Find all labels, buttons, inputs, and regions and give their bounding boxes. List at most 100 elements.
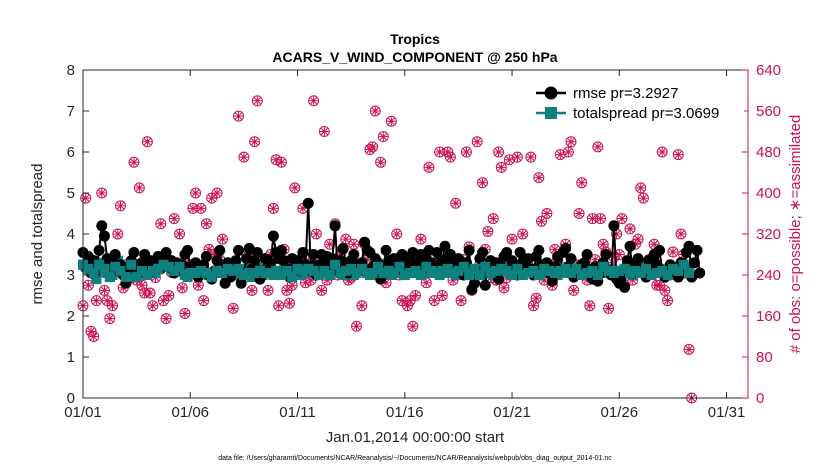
obs-count-marker [506, 233, 518, 245]
obs-count-marker [251, 95, 263, 107]
obs-count-marker [592, 141, 604, 153]
obs-count-marker [147, 300, 159, 312]
obs-count-marker [233, 110, 245, 122]
obs-count-marker [667, 246, 679, 258]
totalspread-point-overlay [458, 261, 469, 272]
rmse-point [182, 244, 194, 256]
obs-count-marker [267, 202, 279, 214]
rmse-point [98, 230, 110, 242]
totalspread-point-overlay [549, 267, 560, 278]
obs-count-marker [133, 182, 145, 194]
right-y-tick-label: 80 [756, 349, 773, 366]
rmse-point [337, 242, 349, 254]
rmse-point [581, 249, 593, 260]
totalspread-point-overlay [297, 265, 308, 276]
obs-count-marker [316, 284, 328, 296]
rmse-point [348, 249, 360, 260]
obs-count-marker [155, 218, 167, 230]
x-axis-label: Jan.01,2014 00:00:00 start [326, 429, 505, 446]
obs-count-marker [190, 187, 202, 199]
obs-count-marker [351, 320, 363, 332]
obs-count-marker [511, 151, 523, 163]
obs-count-marker [310, 228, 322, 240]
legend-spread-label: totalspread pr=3.0699 [573, 105, 719, 122]
obs-count-marker [198, 295, 210, 307]
totalspread-point-overlay [662, 270, 673, 280]
rmse-point [632, 253, 644, 265]
totalspread-point-overlay [249, 267, 260, 278]
footnote: data file: /Users/gharamti/Documents/NCA… [218, 455, 612, 462]
right-y-tick-label: 560 [756, 103, 781, 120]
obs-count-marker [517, 228, 529, 240]
obs-count-marker [211, 187, 223, 199]
obs-count-marker [603, 302, 615, 314]
obs-count-marker [106, 300, 118, 312]
left-y-axis-label: rmse and totalspread [29, 164, 46, 305]
rmse-point [691, 244, 703, 256]
x-tick-label: 01/16 [386, 404, 424, 421]
obs-count-marker [573, 208, 585, 219]
totalspread-point-overlay [265, 267, 276, 278]
totalspread-point-overlay [287, 272, 298, 283]
obs-count-marker [356, 300, 368, 312]
rmse-point [533, 244, 545, 256]
obs-count-marker [195, 202, 207, 214]
totalspread-point-overlay [372, 261, 383, 272]
obs-count-marker [391, 228, 403, 240]
obs-count-marker [176, 282, 188, 294]
obs-count-marker [450, 197, 462, 209]
obs-count-marker [200, 218, 212, 230]
totalspread-point-overlay [657, 265, 668, 276]
obs-count-marker [536, 215, 548, 227]
obs-count-marker [96, 187, 108, 199]
obs-count-marker [616, 213, 628, 225]
obs-count-marker [541, 208, 553, 219]
obs-count-marker [104, 313, 116, 325]
obs-count-marker [659, 284, 671, 296]
rmse-point [694, 267, 706, 279]
totalspread-point-overlay [485, 267, 496, 278]
totalspread-point-overlay [421, 261, 432, 272]
totalspread-point-overlay [646, 270, 657, 280]
rmse-point [214, 244, 226, 256]
obs-count-marker [632, 233, 644, 245]
totalspread-point-overlay [201, 267, 212, 278]
rmse-point [514, 246, 526, 258]
totalspread-point-overlay [517, 270, 528, 280]
totalspread-point-overlay [512, 263, 523, 274]
left-y-tick-label: 8 [67, 62, 75, 79]
totalspread-point-overlay [174, 261, 185, 272]
totalspread-point-overlay [335, 267, 346, 278]
obs-count-marker [444, 151, 456, 163]
obs-count-marker [385, 115, 397, 127]
totalspread-point-overlay [179, 270, 190, 280]
obs-count-marker [662, 295, 674, 307]
rmse-point [565, 253, 577, 265]
totalspread-point-overlay [330, 259, 341, 270]
totalspread-point-overlay [276, 270, 287, 280]
totalspread-point-overlay [303, 263, 314, 274]
rmse-point [302, 197, 314, 209]
obs-count-marker [246, 284, 258, 296]
obs-count-marker [498, 282, 510, 294]
totalspread-point-overlay [367, 267, 378, 278]
obs-count-marker [487, 213, 499, 225]
totalspread-point-overlay [603, 265, 614, 276]
rmse-point [560, 242, 572, 254]
obs-count-marker [128, 156, 140, 168]
rmse-point [624, 240, 636, 252]
rmse-point [463, 244, 475, 256]
totalspread-point-overlay [496, 263, 507, 274]
obs-count-marker [471, 136, 483, 148]
rmse-point [654, 244, 666, 256]
right-y-tick-label: 320 [756, 226, 781, 243]
totalspread-point-overlay [469, 263, 480, 274]
totalspread-point-overlay [142, 270, 153, 280]
obs-count-marker [460, 146, 472, 158]
legend: rmse pr=3.2927 totalspread pr=3.0699 [530, 76, 744, 124]
x-tick-label: 01/21 [493, 404, 531, 421]
totalspread-point-overlay [426, 265, 437, 276]
rmse-point [308, 249, 320, 260]
totalspread-point-overlay [110, 261, 121, 272]
